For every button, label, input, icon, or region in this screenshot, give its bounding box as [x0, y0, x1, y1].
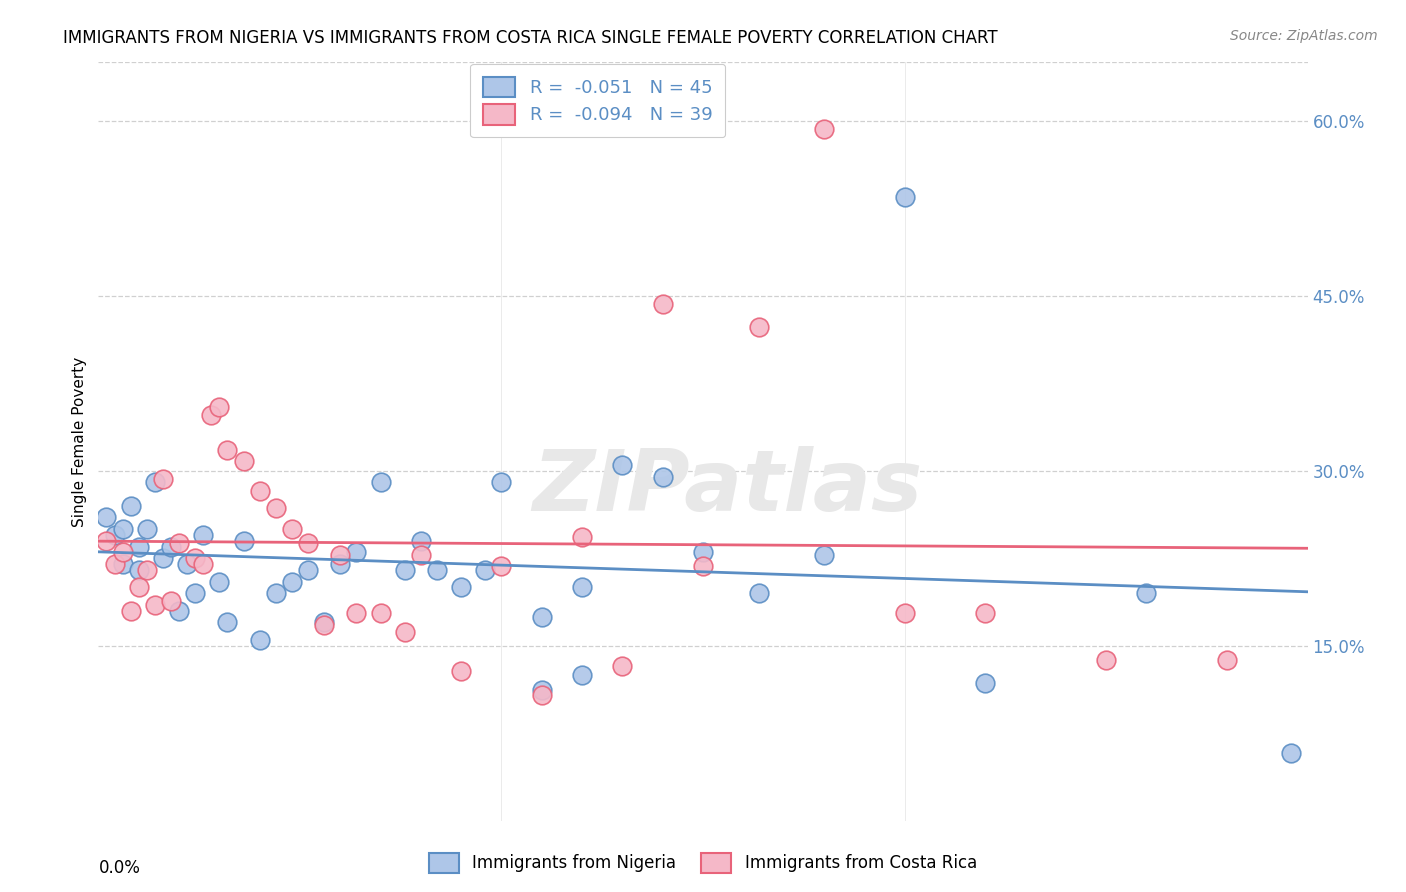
Point — [111, 522, 134, 536]
Point — [893, 606, 915, 620]
Point — [200, 408, 222, 422]
Point — [893, 189, 915, 203]
Point — [160, 540, 183, 554]
Point — [329, 548, 352, 562]
Point — [813, 548, 835, 562]
Point — [128, 540, 150, 554]
Point — [128, 580, 150, 594]
Point — [184, 551, 207, 566]
Point — [370, 606, 392, 620]
Point — [974, 676, 997, 690]
Point — [281, 574, 304, 589]
Point — [143, 598, 166, 612]
Point — [344, 606, 367, 620]
Point — [120, 499, 142, 513]
Point — [692, 545, 714, 559]
Point — [409, 548, 432, 562]
Point — [474, 563, 496, 577]
Point — [297, 536, 319, 550]
Point — [103, 557, 125, 571]
Text: ZIPatlas: ZIPatlas — [531, 445, 922, 529]
Point — [167, 536, 190, 550]
Point — [370, 475, 392, 490]
Point — [491, 559, 513, 574]
Point — [1135, 586, 1157, 600]
Point — [1095, 653, 1118, 667]
Point — [193, 528, 215, 542]
Point — [264, 586, 287, 600]
Point — [297, 563, 319, 577]
Point — [748, 320, 770, 334]
Point — [111, 557, 134, 571]
Point — [128, 563, 150, 577]
Point — [571, 530, 593, 544]
Text: Source: ZipAtlas.com: Source: ZipAtlas.com — [1230, 29, 1378, 43]
Point — [344, 545, 367, 559]
Text: IMMIGRANTS FROM NIGERIA VS IMMIGRANTS FROM COSTA RICA SINGLE FEMALE POVERTY CORR: IMMIGRANTS FROM NIGERIA VS IMMIGRANTS FR… — [63, 29, 998, 46]
Legend: R =  -0.051   N = 45, R =  -0.094   N = 39: R = -0.051 N = 45, R = -0.094 N = 39 — [470, 64, 725, 137]
Point — [193, 557, 215, 571]
Point — [450, 580, 472, 594]
Point — [184, 586, 207, 600]
Point — [651, 297, 673, 311]
Point — [748, 586, 770, 600]
Y-axis label: Single Female Poverty: Single Female Poverty — [72, 357, 87, 526]
Point — [1281, 746, 1303, 760]
Point — [152, 472, 174, 486]
Point — [530, 609, 553, 624]
Point — [394, 563, 416, 577]
Point — [217, 615, 239, 630]
Legend: Immigrants from Nigeria, Immigrants from Costa Rica: Immigrants from Nigeria, Immigrants from… — [422, 847, 984, 880]
Point — [264, 501, 287, 516]
Point — [450, 665, 472, 679]
Point — [394, 624, 416, 639]
Point — [530, 688, 553, 702]
Point — [111, 545, 134, 559]
Point — [232, 533, 254, 548]
Point — [143, 475, 166, 490]
Point — [120, 604, 142, 618]
Point — [409, 533, 432, 548]
Point — [692, 559, 714, 574]
Point — [135, 522, 157, 536]
Point — [249, 632, 271, 647]
Point — [249, 483, 271, 498]
Point — [152, 551, 174, 566]
Point — [103, 528, 125, 542]
Point — [530, 683, 553, 698]
Point — [571, 580, 593, 594]
Point — [160, 594, 183, 608]
Point — [974, 606, 997, 620]
Point — [176, 557, 198, 571]
Point — [491, 475, 513, 490]
Point — [167, 604, 190, 618]
Point — [232, 454, 254, 468]
Point — [651, 469, 673, 483]
Point — [208, 400, 231, 414]
Point — [208, 574, 231, 589]
Text: 0.0%: 0.0% — [98, 858, 141, 877]
Point — [1216, 653, 1239, 667]
Point — [96, 533, 118, 548]
Point — [329, 557, 352, 571]
Point — [612, 658, 634, 673]
Point — [96, 510, 118, 524]
Point — [135, 563, 157, 577]
Point — [813, 122, 835, 136]
Point — [217, 442, 239, 457]
Point — [314, 615, 336, 630]
Point — [281, 522, 304, 536]
Point — [426, 563, 449, 577]
Point — [612, 458, 634, 472]
Point — [314, 617, 336, 632]
Point — [571, 668, 593, 682]
